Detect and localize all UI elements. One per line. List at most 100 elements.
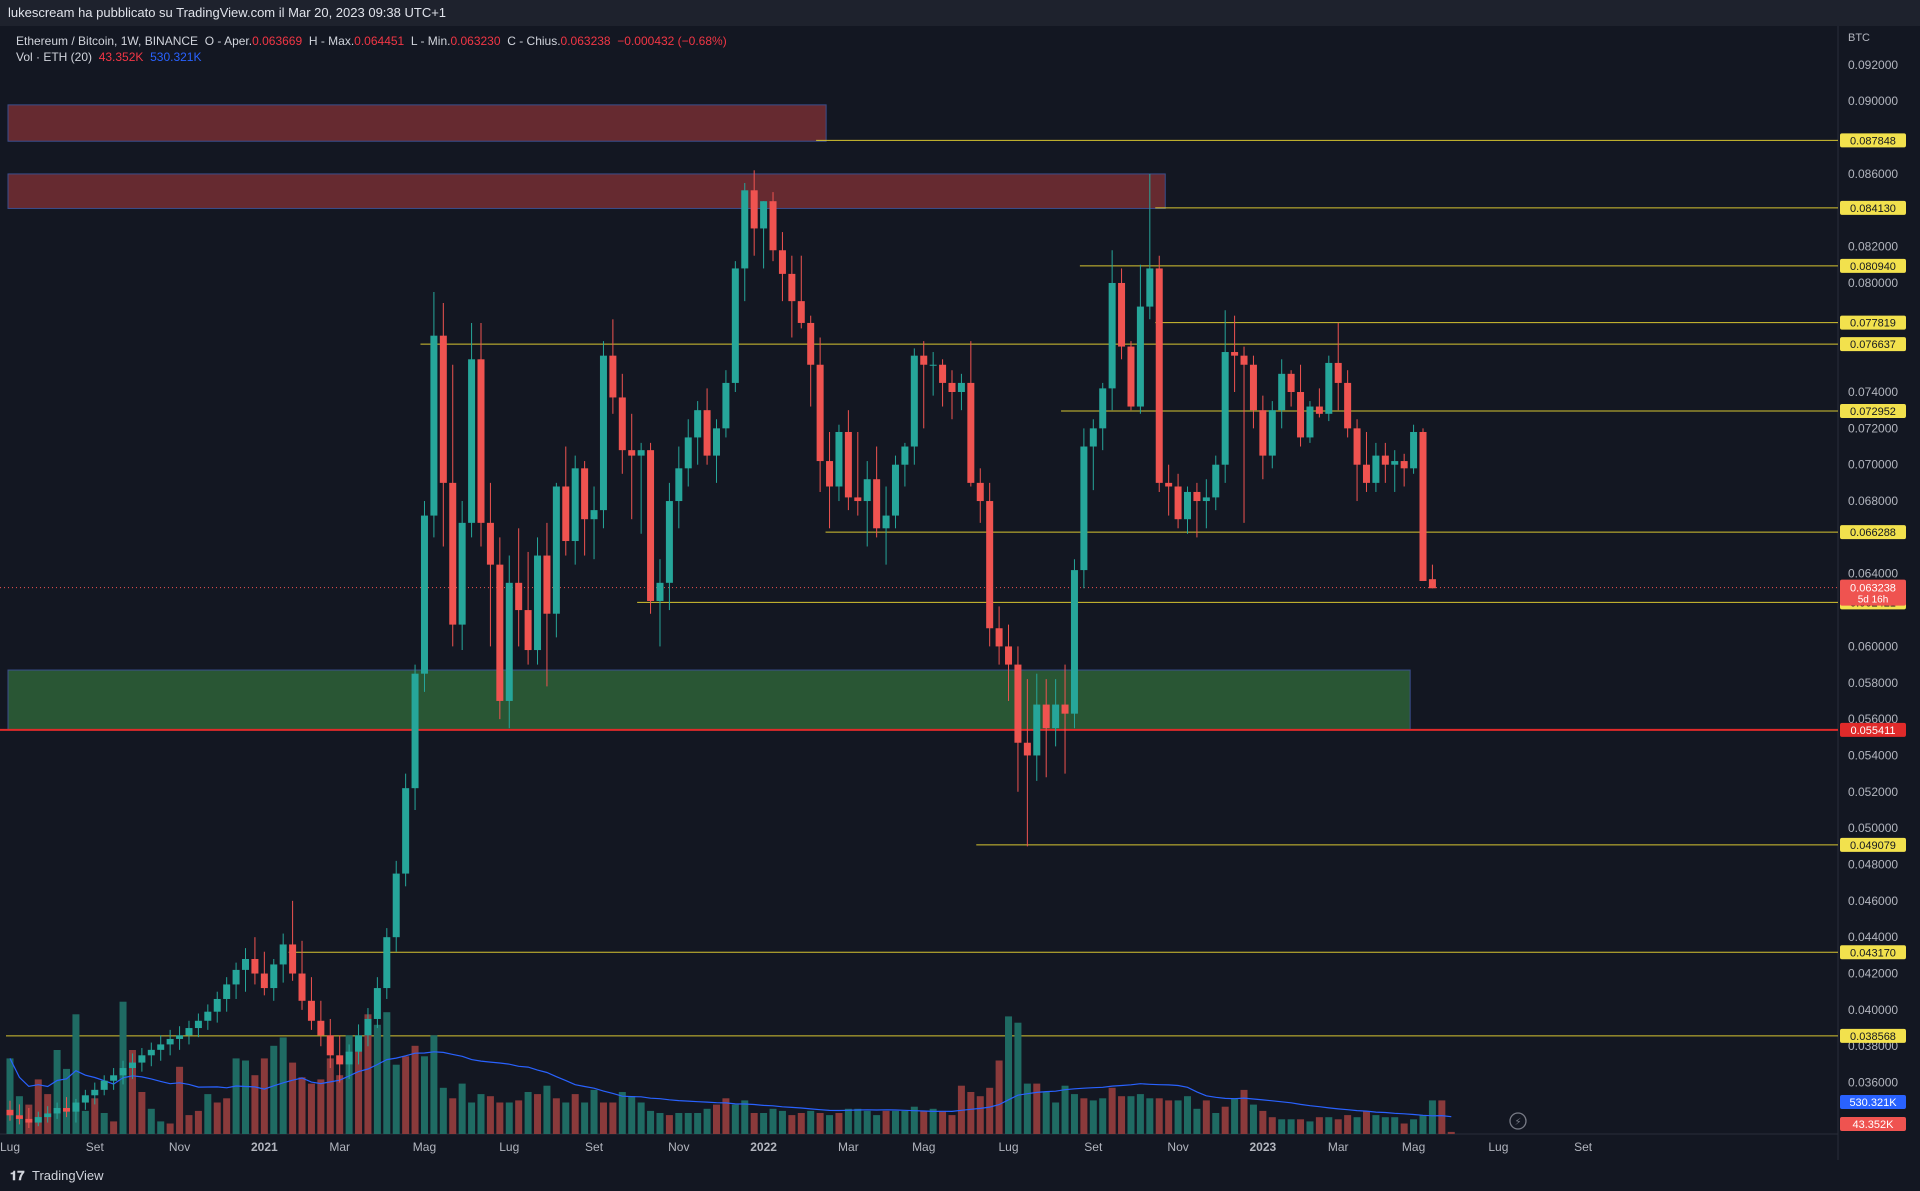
level-badge-4: 0.076637	[1850, 339, 1896, 351]
volume-bar	[392, 1064, 400, 1134]
candle-body	[882, 515, 890, 529]
candle-body	[703, 410, 711, 456]
volume-bar	[750, 1113, 758, 1134]
time-axis[interactable]: Lug Set Nov 2021 Mar Mag Lug Set Nov 2022 Mar Mag Lu…	[0, 1140, 1593, 1154]
brand-name[interactable]: TradingView	[32, 1168, 104, 1183]
price-tick-label: 0.092000	[1848, 58, 1898, 72]
candle-body	[468, 359, 476, 523]
volume-bar	[656, 1113, 664, 1134]
candle-body	[411, 673, 419, 789]
volume-bar	[420, 1056, 428, 1134]
candle-body	[534, 555, 542, 651]
candle-body	[1410, 431, 1418, 469]
volume-bar	[590, 1089, 598, 1134]
candle-body	[1033, 704, 1041, 756]
symbol-name[interactable]: Ethereum / Bitcoin, 1W, BINANCE	[16, 34, 199, 48]
volume-bar	[1249, 1104, 1257, 1134]
volume-bar	[373, 1024, 381, 1134]
candle-body	[439, 335, 447, 483]
volume-bar	[929, 1108, 937, 1134]
candle-body	[449, 482, 457, 625]
candle-body	[1334, 362, 1342, 383]
volume-bar	[1259, 1110, 1267, 1134]
candle-body	[1127, 346, 1135, 407]
candle-body	[609, 355, 617, 398]
candle-body	[797, 301, 805, 323]
candle-body	[910, 355, 918, 447]
volume-bar	[1297, 1119, 1305, 1134]
countdown-badge: 5d 16h	[1858, 595, 1889, 606]
volume-bar	[213, 1102, 221, 1134]
time-tick-label: Mar	[838, 1140, 859, 1154]
time-tick-label: Nov	[668, 1140, 689, 1154]
level-badge-3-bg	[1840, 315, 1906, 330]
candle-body	[844, 431, 852, 498]
price-chart[interactable]: BTC 0.0920000.0900000.0860000.0820000.08…	[0, 26, 1920, 1160]
candle-body	[760, 201, 768, 229]
level-badge-1-bg	[1840, 200, 1906, 215]
candle-body	[392, 873, 400, 938]
candle-body	[1391, 461, 1399, 465]
candle-body	[665, 501, 673, 583]
candle-body	[722, 382, 730, 429]
price-tick-label: 0.054000	[1848, 748, 1898, 762]
candle-body	[967, 382, 975, 483]
candle-body	[279, 944, 287, 965]
candle-body	[1372, 455, 1380, 483]
volume-bar	[402, 1056, 410, 1134]
candle-body	[656, 582, 664, 601]
volume-bar	[788, 1115, 796, 1134]
volume-bar	[307, 1083, 315, 1134]
volume-bar	[515, 1100, 523, 1134]
candle-body	[637, 450, 645, 456]
volume-bar	[364, 1014, 372, 1134]
volume-label[interactable]: Vol · ETH (20)	[16, 50, 93, 64]
candle-body	[364, 1018, 372, 1036]
candle-body	[1184, 491, 1191, 520]
price-axis[interactable]: 0.092000 0.090000 0.086000 0.082000 0.080000…	[1848, 58, 1898, 1090]
volume-bar	[816, 1113, 824, 1134]
candle-body	[1136, 306, 1144, 407]
candle-body	[505, 582, 513, 701]
volume-bar	[844, 1108, 852, 1134]
price-tick-label: 0.068000	[1848, 494, 1898, 508]
candle-body	[863, 479, 871, 502]
candle-body	[223, 984, 231, 999]
volume-bar	[1325, 1117, 1333, 1134]
candle-body	[929, 364, 937, 366]
volume-bar	[270, 1045, 278, 1134]
support-badge: 0.055411	[1850, 725, 1895, 737]
candle-body	[1089, 428, 1097, 447]
volume-bar	[449, 1098, 457, 1134]
candle-body	[543, 555, 551, 614]
level-badge-8-bg	[1840, 837, 1906, 852]
volume-bar	[1089, 1100, 1097, 1134]
volume-bar	[797, 1113, 805, 1134]
candle-body	[53, 1108, 61, 1114]
volume-bar	[769, 1108, 777, 1134]
volume-bar	[477, 1094, 485, 1134]
volume-bar	[713, 1104, 720, 1134]
candle-body	[1146, 268, 1154, 307]
volume-bar	[1287, 1119, 1295, 1134]
candle-body	[599, 355, 607, 511]
candle-body	[750, 190, 758, 229]
candle-body	[345, 1051, 353, 1065]
tradingview-logo-icon[interactable]: 𝟏𝟕	[10, 1168, 25, 1183]
volume-bar	[863, 1110, 871, 1134]
candle-body	[562, 486, 570, 542]
candle-body	[251, 958, 259, 974]
candle-body	[1315, 406, 1323, 414]
candle-body	[317, 1020, 325, 1036]
volume-bar	[166, 1123, 174, 1134]
volume-bar	[110, 1121, 118, 1134]
candle-body	[976, 482, 984, 502]
candle-body	[957, 382, 965, 393]
ohlc-row: Ethereum / Bitcoin, 1W, BINANCE O - Aper…	[16, 33, 727, 49]
replay-icon[interactable]: ⚡	[1509, 1112, 1527, 1130]
time-tick-label: Nov	[169, 1140, 190, 1154]
volume-bar	[34, 1079, 42, 1134]
candle-body	[242, 958, 249, 970]
candle-body	[1428, 579, 1436, 589]
candle-body	[204, 1011, 212, 1021]
